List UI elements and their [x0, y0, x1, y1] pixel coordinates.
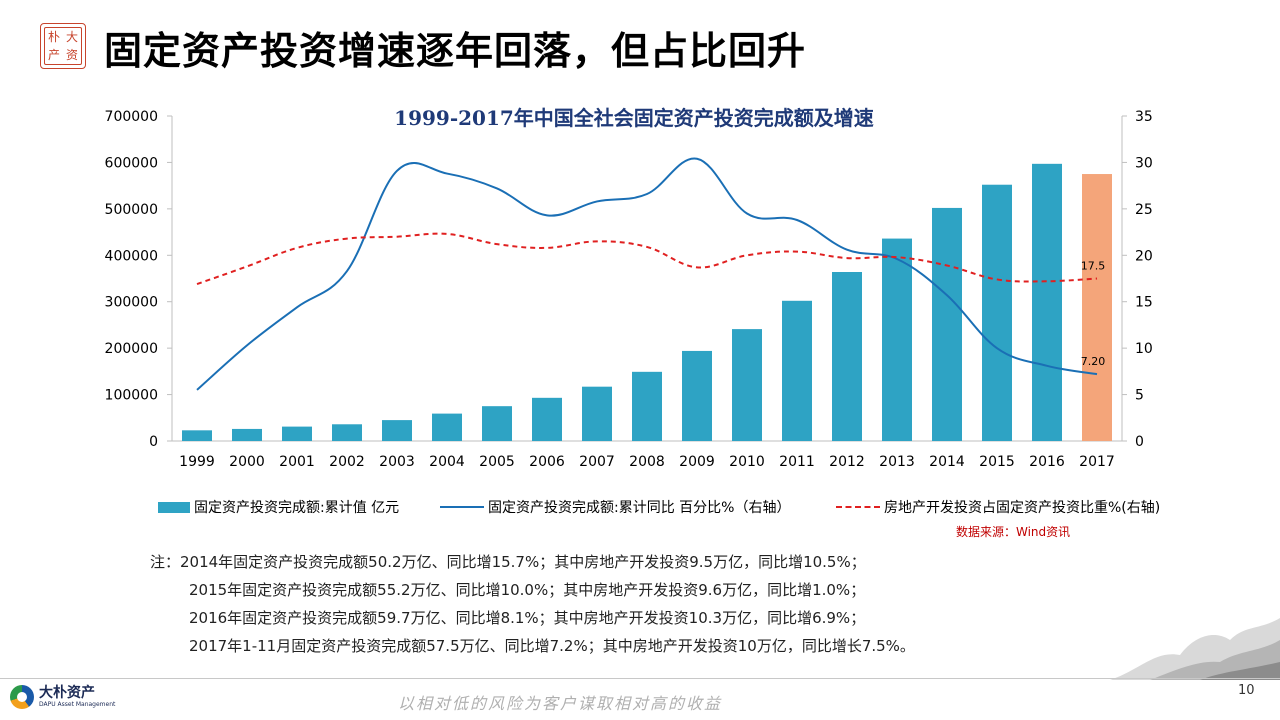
- left-tick-label: 400000: [105, 248, 158, 264]
- seal-char: 资: [65, 48, 78, 62]
- data-label: 7.20: [1081, 355, 1106, 368]
- page-number: 10: [1238, 683, 1255, 698]
- left-tick-label: 100000: [105, 388, 158, 404]
- bar: [182, 430, 212, 441]
- x-tick-label: 2004: [429, 454, 465, 470]
- legend-item-bar: 固定资产投资完成额:累计值 亿元: [158, 497, 399, 517]
- data-label: 17.5: [1081, 260, 1106, 273]
- x-tick-label: 2002: [329, 454, 365, 470]
- real-estate-share-line: [196, 232, 1098, 286]
- note-line: 2016年固定资产投资完成额59.7万亿、同比增8.1%；其中房地产开发投资10…: [189, 609, 866, 627]
- page-title: 固定资产投资增速逐年回落，但占比回升: [104, 29, 807, 73]
- bar: [782, 300, 812, 441]
- left-tick-label: 200000: [105, 341, 158, 357]
- x-tick-label: 2014: [929, 454, 965, 470]
- data-source: 数据来源：Wind资讯: [956, 525, 1071, 539]
- x-tick-label: 2015: [979, 454, 1015, 470]
- x-tick-label: 2013: [879, 454, 915, 470]
- right-tick-label: 5: [1135, 388, 1144, 404]
- left-tick-label: 300000: [105, 295, 158, 311]
- bar: [382, 420, 412, 441]
- legend-label: 固定资产投资完成额:累计同比 百分比%（右轴）: [488, 500, 791, 516]
- x-tick-label: 2007: [579, 454, 615, 470]
- company-logo: 大朴资产 DAPU Asset Management: [10, 685, 115, 709]
- seal-char: 产: [47, 48, 60, 62]
- bar: [332, 424, 362, 441]
- notes: 注：2014年固定资产投资完成额50.2万亿、同比增15.7%；其中房地产开发投…: [150, 548, 915, 660]
- bar: [832, 272, 862, 441]
- bar: [682, 350, 712, 441]
- right-tick-label: 25: [1135, 202, 1153, 218]
- bar: [1082, 174, 1112, 442]
- x-tick-label: 2009: [679, 454, 715, 470]
- legend-item-growth: 固定资产投资完成额:累计同比 百分比%（右轴）: [440, 497, 790, 517]
- bar: [432, 413, 462, 441]
- legend-label: 房地产开发投资占固定资产投资比重%(右轴): [884, 500, 1161, 516]
- note-line: 2015年固定资产投资完成额55.2万亿、同比增10.0%；其中房地产开发投资9…: [189, 581, 866, 599]
- bar: [982, 184, 1012, 441]
- bar: [282, 426, 312, 441]
- bar: [232, 428, 262, 441]
- x-tick-label: 2003: [379, 454, 415, 470]
- chart-title: 1999-2017年中国全社会固定资产投资完成额及增速: [394, 106, 874, 130]
- x-tick-label: 2010: [729, 454, 765, 470]
- legend-swatch-line: [440, 506, 484, 508]
- x-tick-label: 2001: [279, 454, 315, 470]
- left-tick-label: 700000: [105, 109, 158, 125]
- bar: [532, 397, 562, 441]
- investment-chart: 1999-2017年中国全社会固定资产投资完成额及增速 700000 600000 5…: [105, 106, 1153, 470]
- bar: [632, 371, 662, 441]
- growth-rate-line: [196, 157, 1098, 391]
- x-tick-label: 2012: [829, 454, 865, 470]
- bar: [882, 238, 912, 441]
- left-tick-label: 500000: [105, 202, 158, 218]
- logo-english-name: DAPU Asset Management: [39, 700, 116, 708]
- legend-item-share: 房地产开发投资占固定资产投资比重%(右轴): [836, 497, 1160, 517]
- logo-name: 大朴资产: [39, 684, 95, 701]
- x-tick-label: 2016: [1029, 454, 1065, 470]
- right-tick-label: 20: [1135, 248, 1153, 264]
- ink-landscape-decoration: [1110, 618, 1280, 680]
- bar: [932, 207, 962, 441]
- legend-swatch-bar: [158, 501, 190, 513]
- x-tick-label: 2000: [229, 454, 265, 470]
- x-tick-label: 2017: [1079, 454, 1115, 470]
- legend-swatch-dashed: [836, 506, 880, 508]
- right-tick-label: 30: [1135, 155, 1153, 171]
- bar: [482, 406, 512, 441]
- note-line: 注：2014年固定资产投资完成额50.2万亿、同比增15.7%；其中房地产开发投…: [150, 553, 866, 571]
- legend-label: 固定资产投资完成额:累计值 亿元: [194, 500, 400, 516]
- x-tick-label: 2005: [479, 454, 515, 470]
- footer-divider: [0, 678, 1280, 679]
- note-line: 2017年1-11月固定资产投资完成额57.5万亿、同比增7.2%；其中房地产开…: [189, 637, 915, 655]
- right-tick-label: 0: [1135, 434, 1144, 450]
- logo-seal: 朴 大 产 资: [40, 23, 86, 69]
- x-tick-label: 2006: [529, 454, 565, 470]
- x-tick-label: 2008: [629, 454, 665, 470]
- footer-slogan: 以相对低的风险为客户谋取相对高的收益: [398, 694, 723, 713]
- seal-char: 大: [65, 30, 78, 44]
- bar: [582, 386, 612, 441]
- x-tick-label: 2011: [779, 454, 815, 470]
- bar: [732, 329, 762, 441]
- right-tick-label: 35: [1135, 109, 1153, 125]
- right-tick-label: 15: [1135, 295, 1153, 311]
- bar: [1032, 163, 1062, 442]
- seal-char: 朴: [47, 30, 60, 44]
- x-tick-label: 1999: [179, 454, 215, 470]
- left-tick-label: 0: [149, 434, 158, 450]
- right-tick-label: 10: [1135, 341, 1153, 357]
- logo-ring-icon: [10, 685, 34, 709]
- left-tick-label: 600000: [105, 155, 158, 171]
